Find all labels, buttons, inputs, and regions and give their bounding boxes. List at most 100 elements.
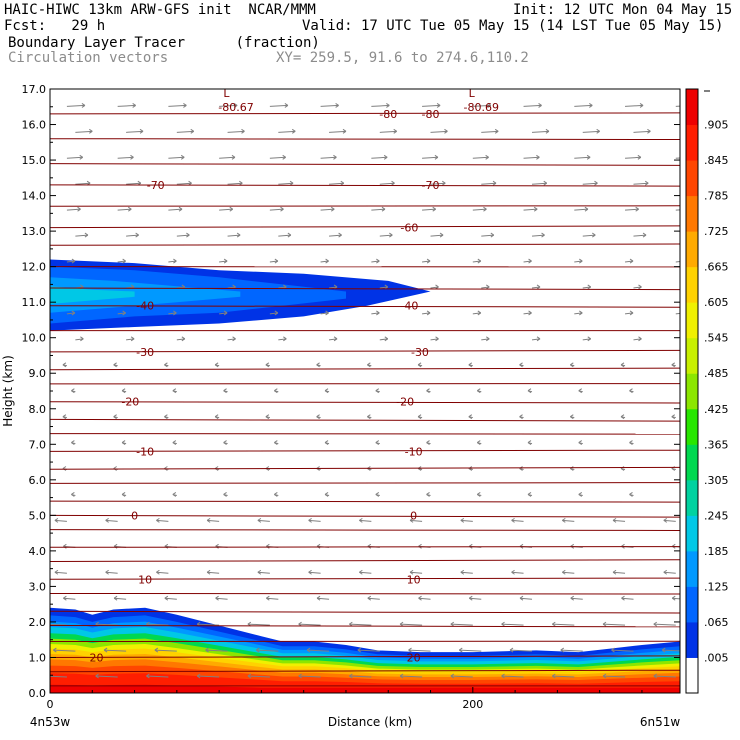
vector-arrow <box>625 102 644 108</box>
vector-arrow <box>476 492 482 497</box>
vector-arrow <box>430 284 439 290</box>
isotherm-line <box>50 367 680 371</box>
vector-arrow <box>675 157 680 159</box>
vector-arrow <box>624 206 639 212</box>
vector-arrow <box>527 388 533 394</box>
vector-arrow <box>570 362 575 368</box>
vector-arrow <box>578 440 583 446</box>
vector-arrow <box>422 154 439 160</box>
vector-arrow <box>574 102 593 108</box>
vector-arrow <box>176 232 190 238</box>
vector-arrow <box>103 647 127 653</box>
vector-arrow <box>472 154 489 160</box>
vector-arrow <box>633 232 647 238</box>
vector-arrow <box>227 336 236 342</box>
vector-arrow <box>278 128 296 134</box>
vector-arrow <box>306 647 330 653</box>
vector-arrow <box>574 310 583 316</box>
vector-arrow <box>316 414 321 420</box>
isotherm-label: -80 <box>379 108 397 121</box>
forecast-hour: Fcst: 29 h <box>4 18 106 34</box>
vector-arrow <box>582 284 592 290</box>
vector-arrow <box>531 336 541 342</box>
vector-arrow <box>269 258 279 264</box>
vector-arrow <box>468 595 482 601</box>
vector-arrow <box>653 621 676 627</box>
vector-arrow <box>50 675 67 678</box>
vector-arrow <box>113 414 118 420</box>
vector-arrow <box>257 569 270 575</box>
vector-arrow <box>324 440 330 446</box>
colorbar-label: .005 <box>704 651 729 664</box>
isotherm-label: -30 <box>411 346 429 359</box>
plot-frame <box>49 88 681 694</box>
vector-arrow <box>552 673 575 679</box>
isotherm-line <box>50 287 680 291</box>
isotherm-label: -10 <box>405 445 423 458</box>
vector-arrow <box>625 154 642 160</box>
colorbar-label: .785 <box>704 190 729 203</box>
vector-arrow <box>523 206 538 212</box>
run-title: HAIC-HIWC 13km ARW-GFS init NCAR/MMM <box>4 2 316 18</box>
vector-arrow <box>371 154 388 160</box>
vector-arrow <box>274 388 279 394</box>
vector-arrow <box>66 310 76 316</box>
vector-arrow <box>121 492 127 497</box>
colorbar-label: .725 <box>704 225 729 238</box>
vector-arrow <box>460 517 473 523</box>
vector-arrow <box>75 128 93 134</box>
vector-arrow <box>126 232 139 238</box>
vector-arrow <box>620 362 626 368</box>
colorbar-label: .845 <box>704 154 729 167</box>
vector-arrow <box>675 105 680 107</box>
colorbar-segment <box>686 444 698 481</box>
vector-arrow <box>256 647 279 653</box>
vector-arrow <box>320 154 337 160</box>
colorbar-segment <box>686 657 698 694</box>
isotherm-line <box>50 449 680 452</box>
vector-arrow <box>320 206 335 212</box>
vector-arrow <box>679 390 680 392</box>
vector-arrow <box>379 180 395 186</box>
vector-arrow <box>146 673 169 679</box>
vector-arrow <box>371 102 390 108</box>
isotherm-line <box>50 577 680 580</box>
x-tick-label: 200 <box>462 698 483 711</box>
vector-arrow <box>371 310 380 316</box>
isotherm-line <box>50 163 680 166</box>
colorbar-segment <box>686 408 698 445</box>
colorbar-label: .245 <box>704 509 729 522</box>
colorbar-label: .605 <box>704 296 729 309</box>
isotherm-line <box>50 593 680 595</box>
vector-arrow <box>560 647 583 653</box>
vector-arrow <box>308 569 321 575</box>
vector-arrow <box>227 128 245 134</box>
isotherm-line <box>50 401 680 404</box>
vector-arrow <box>113 362 118 368</box>
vector-arrow <box>450 673 473 679</box>
valid-time: Valid: 17 UTC Tue 05 May 15 (14 LST Tue … <box>302 18 724 34</box>
vector-arrow <box>511 517 524 523</box>
isotherm-line <box>50 466 680 470</box>
y-tick-label: 14.0 <box>22 190 47 203</box>
vector-arrow <box>501 621 524 627</box>
vector-arrow <box>531 284 541 290</box>
tracer-fill <box>50 259 680 693</box>
vector-arrow <box>417 414 423 420</box>
y-tick-label: 0.0 <box>29 687 47 700</box>
vector-arrow <box>519 362 524 368</box>
vector-arrow <box>624 310 634 316</box>
y-tick-label: 2.0 <box>29 616 47 629</box>
vector-arrow <box>426 440 431 446</box>
vector-arrow <box>379 232 393 238</box>
isotherm-label: 20 <box>407 651 421 664</box>
vector-arrow <box>278 336 287 342</box>
vector-arrow <box>219 206 234 212</box>
vector-arrow <box>316 543 330 549</box>
vector-arrow <box>379 336 389 342</box>
colorbar-segment <box>686 515 698 552</box>
vector-arrow <box>458 647 482 653</box>
vector-arrow <box>164 543 177 549</box>
vector-arrow <box>75 232 89 238</box>
isotherm-line <box>50 349 680 353</box>
